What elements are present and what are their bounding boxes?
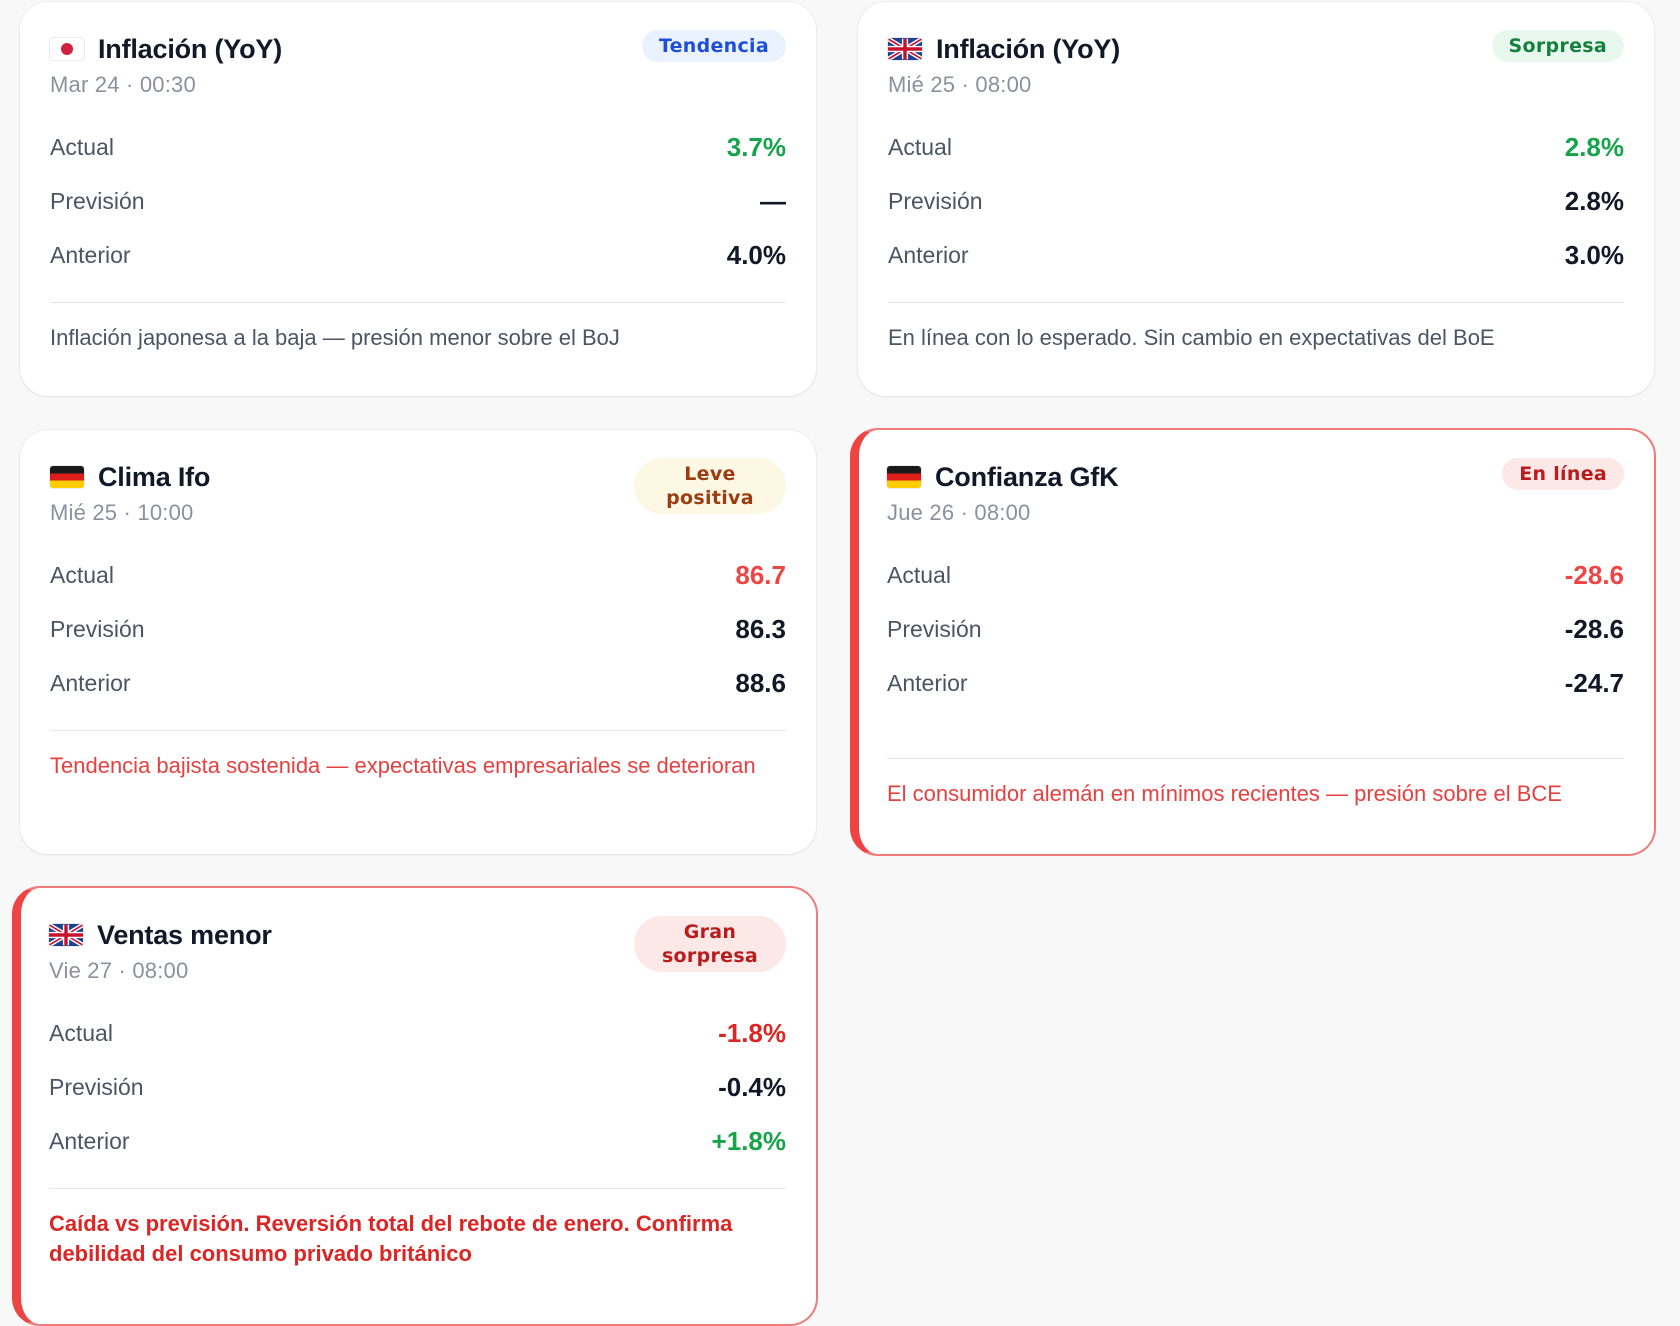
divider	[49, 1188, 786, 1189]
previous-value: 4.0%	[726, 239, 786, 270]
value-row-previous: Anterior -24.7	[887, 656, 1624, 710]
event-card[interactable]: Inflación (YoY) Tendencia Mar 24 · 00:30…	[20, 2, 816, 396]
event-card-alert[interactable]: Confianza GfK En línea Jue 26 · 08:00 Ac…	[850, 428, 1656, 856]
value-row-actual: Actual 2.8%	[888, 120, 1624, 174]
value-row-previous: Anterior 88.6	[50, 656, 786, 710]
actual-value: 3.7%	[726, 131, 786, 162]
event-date: Vie 27 · 08:00	[49, 958, 189, 983]
value-row-forecast: Previsión —	[50, 174, 786, 228]
row-label: Previsión	[50, 615, 145, 642]
card-note: Tendencia bajista sostenida — expectativ…	[50, 753, 756, 778]
status-badge: En línea	[1502, 458, 1624, 490]
uk-flag-icon	[49, 924, 83, 946]
divider	[888, 302, 1624, 303]
card-title: Ventas menor	[97, 920, 272, 950]
value-row-forecast: Previsión 2.8%	[888, 174, 1624, 228]
card-header: Clima Ifo Leve positiva	[50, 458, 786, 514]
value-row-actual: Actual -1.8%	[49, 1006, 786, 1060]
value-row-forecast: Previsión -0.4%	[49, 1060, 786, 1114]
row-label: Actual	[50, 561, 114, 588]
value-row-actual: Actual 3.7%	[50, 120, 786, 174]
actual-value: -28.6	[1564, 559, 1624, 590]
value-row-actual: Actual -28.6	[887, 548, 1624, 602]
status-badge: Tendencia	[641, 30, 786, 62]
row-label: Anterior	[49, 1127, 130, 1154]
card-header: Inflación (YoY) Sorpresa	[888, 30, 1624, 68]
forecast-value: 2.8%	[1564, 185, 1624, 216]
previous-value: 3.0%	[1564, 239, 1624, 270]
event-date: Mar 24 · 00:30	[50, 72, 196, 97]
card-header: Ventas menor Gran sorpresa	[49, 916, 786, 972]
divider	[50, 302, 786, 303]
row-label: Actual	[888, 133, 952, 160]
value-row-previous: Anterior +1.8%	[49, 1114, 786, 1168]
row-label: Anterior	[888, 241, 969, 268]
row-label: Previsión	[888, 187, 983, 214]
divider	[50, 730, 786, 731]
japan-flag-icon	[50, 38, 84, 60]
event-card-grid: Inflación (YoY) Tendencia Mar 24 · 00:30…	[12, 2, 1656, 1326]
previous-value: -24.7	[1564, 667, 1624, 698]
event-date: Mié 25 · 08:00	[888, 72, 1032, 97]
value-row-previous: Anterior 4.0%	[50, 228, 786, 282]
divider	[887, 758, 1624, 759]
row-label: Previsión	[50, 187, 145, 214]
row-label: Previsión	[49, 1073, 144, 1100]
row-label: Actual	[887, 561, 951, 588]
forecast-value: 86.3	[735, 613, 786, 644]
value-row-forecast: Previsión -28.6	[887, 602, 1624, 656]
card-header: Confianza GfK En línea	[887, 458, 1624, 496]
previous-value: +1.8%	[711, 1125, 786, 1156]
value-row-forecast: Previsión 86.3	[50, 602, 786, 656]
row-label: Anterior	[50, 241, 131, 268]
card-note: Inflación japonesa a la baja — presión m…	[50, 325, 620, 350]
event-card-alert[interactable]: Ventas menor Gran sorpresa Vie 27 · 08:0…	[12, 886, 818, 1326]
actual-value: 86.7	[735, 559, 786, 590]
card-title: Clima Ifo	[98, 462, 211, 492]
card-title: Inflación (YoY)	[98, 34, 282, 64]
event-card[interactable]: Clima Ifo Leve positiva Mié 25 · 10:00 A…	[20, 430, 816, 854]
row-label: Anterior	[50, 669, 131, 696]
event-card[interactable]: Inflación (YoY) Sorpresa Mié 25 · 08:00 …	[858, 2, 1654, 396]
row-label: Anterior	[887, 669, 968, 696]
uk-flag-icon	[888, 38, 922, 60]
value-row-actual: Actual 86.7	[50, 548, 786, 602]
status-badge: Gran sorpresa	[634, 916, 786, 972]
value-row-previous: Anterior 3.0%	[888, 228, 1624, 282]
status-badge: Sorpresa	[1491, 30, 1624, 62]
card-title: Inflación (YoY)	[936, 34, 1120, 64]
status-badge: Leve positiva	[634, 458, 786, 514]
forecast-value: -0.4%	[718, 1071, 786, 1102]
row-label: Previsión	[887, 615, 982, 642]
row-label: Actual	[50, 133, 114, 160]
forecast-value: -28.6	[1564, 613, 1624, 644]
card-note: Caída vs previsión. Reversión total del …	[49, 1211, 733, 1266]
event-date: Jue 26 · 08:00	[887, 500, 1031, 525]
actual-value: 2.8%	[1564, 131, 1624, 162]
card-title: Confianza GfK	[935, 462, 1119, 492]
previous-value: 88.6	[735, 667, 786, 698]
card-header: Inflación (YoY) Tendencia	[50, 30, 786, 68]
germany-flag-icon	[887, 466, 921, 488]
row-label: Actual	[49, 1019, 113, 1046]
germany-flag-icon	[50, 466, 84, 488]
actual-value: -1.8%	[718, 1017, 786, 1048]
card-note: El consumidor alemán en mínimos reciente…	[887, 781, 1562, 806]
event-date: Mié 25 · 10:00	[50, 500, 194, 525]
forecast-value: —	[760, 185, 786, 216]
card-note: En línea con lo esperado. Sin cambio en …	[888, 325, 1495, 350]
